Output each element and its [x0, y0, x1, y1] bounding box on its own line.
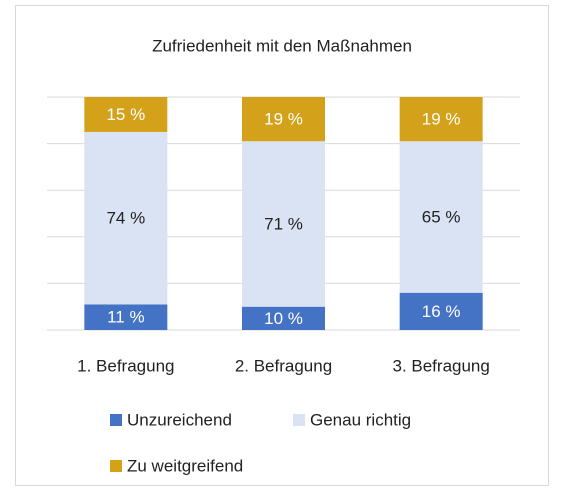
legend-label: Zu weitgreifend: [127, 456, 243, 475]
data-label: 16 %: [422, 302, 461, 321]
bar-segment: [399, 141, 483, 293]
legend-label: Genau richtig: [310, 410, 411, 429]
data-label: 19 %: [422, 110, 461, 129]
legend-swatch: [110, 460, 122, 472]
legend-swatch: [110, 414, 122, 426]
data-label: 65 %: [422, 207, 461, 226]
bar-segment: [242, 141, 325, 307]
bar-segment: [84, 97, 168, 132]
data-label: 71 %: [264, 214, 303, 233]
bar-segment: [242, 306, 325, 330]
data-label: 11 %: [107, 308, 145, 327]
x-tick-label: 1. Befragung: [77, 356, 174, 375]
legend-swatch: [293, 414, 305, 426]
x-tick-label: 3. Befragung: [392, 356, 489, 375]
bar-segment: [399, 292, 483, 330]
chart-title: Zufriedenheit mit den Maßnahmen: [152, 36, 412, 55]
x-tick-label: 2. Befragung: [235, 356, 332, 375]
data-label: 10 %: [264, 309, 303, 328]
bar-segment: [84, 131, 168, 305]
bar-segment: [242, 97, 325, 142]
bar-segment: [84, 304, 168, 330]
bar-segment: [399, 97, 483, 142]
data-label: 74 %: [106, 209, 145, 228]
data-label: 15 %: [106, 105, 145, 124]
legend-label: Unzureichend: [127, 410, 232, 429]
data-label: 19 %: [264, 110, 303, 129]
